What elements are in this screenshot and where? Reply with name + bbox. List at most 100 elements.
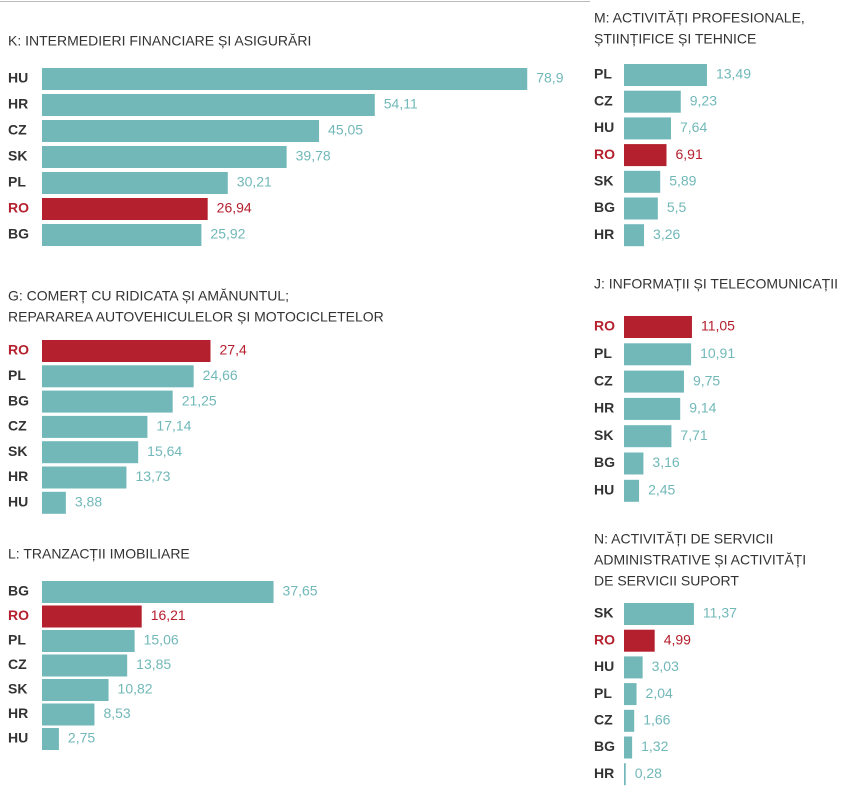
category-label: HU xyxy=(8,730,28,746)
value-label: 45,05 xyxy=(328,122,363,138)
value-label: 2,04 xyxy=(646,685,673,701)
category-label: HR xyxy=(594,400,614,416)
value-label: 21,25 xyxy=(182,392,217,408)
category-label: PL xyxy=(8,367,26,383)
value-label: 13,73 xyxy=(135,468,170,484)
bar xyxy=(624,736,633,759)
category-label: SK xyxy=(8,681,27,697)
category-label: CZ xyxy=(8,122,27,138)
bar xyxy=(624,144,667,167)
bar xyxy=(42,146,287,168)
value-label: 39,78 xyxy=(296,148,331,164)
value-label: 10,82 xyxy=(118,681,153,697)
category-label: HU xyxy=(594,119,614,135)
chart-title: G: COMERȚ CU RIDICATA ȘI AMĂNUNTUL; xyxy=(8,288,289,304)
bar xyxy=(624,170,661,193)
category-label: SK xyxy=(594,427,613,443)
category-label: BG xyxy=(8,392,29,408)
value-label: 4,99 xyxy=(664,631,691,647)
value-label: 11,37 xyxy=(703,605,737,621)
bar xyxy=(42,198,208,220)
category-label: RO xyxy=(8,342,29,358)
value-label: 78,9 xyxy=(536,70,563,86)
bar xyxy=(42,224,202,246)
category-label: PL xyxy=(8,632,26,648)
category-label: PL xyxy=(594,66,612,82)
bar xyxy=(624,629,655,652)
bar xyxy=(42,390,173,413)
category-label: SK xyxy=(8,148,27,164)
value-label: 26,94 xyxy=(217,200,252,216)
bar xyxy=(624,479,640,502)
value-label: 37,65 xyxy=(283,583,318,599)
chart-title: K: INTERMEDIERI FINANCIARE ȘI ASIGURĂRI xyxy=(8,33,311,49)
category-label: CZ xyxy=(8,418,27,434)
value-label: 10,91 xyxy=(700,345,735,361)
category-label: BG xyxy=(594,454,615,470)
value-label: 1,32 xyxy=(641,738,668,754)
bar xyxy=(624,370,684,393)
bar xyxy=(624,64,707,86)
bar xyxy=(624,316,692,338)
bar xyxy=(42,703,95,726)
category-label: PL xyxy=(8,174,26,190)
bar xyxy=(42,466,127,489)
value-label: 54,11 xyxy=(384,96,418,112)
value-label: 9,14 xyxy=(689,400,716,416)
bar xyxy=(624,452,644,475)
value-label: 2,75 xyxy=(68,730,95,746)
value-label: 24,66 xyxy=(203,367,238,383)
category-label: SK xyxy=(8,443,27,459)
bar xyxy=(42,441,139,464)
value-label: 11,05 xyxy=(701,318,735,334)
category-label: BG xyxy=(594,199,615,215)
bar xyxy=(624,343,692,366)
value-label: 3,26 xyxy=(653,226,680,242)
value-label: 9,23 xyxy=(690,92,717,108)
category-label: SK xyxy=(594,173,613,189)
category-label: CZ xyxy=(594,372,613,388)
category-label: SK xyxy=(594,605,613,621)
chart-title: ȘTIINȚIFICE ȘI TEHNICE xyxy=(594,31,756,47)
value-label: 0,28 xyxy=(635,765,662,781)
bar xyxy=(624,603,694,625)
chart-title: J: INFORMAȚII ȘI TELECOMUNICAȚII xyxy=(594,276,838,292)
value-label: 3,88 xyxy=(75,494,102,510)
bar xyxy=(624,656,643,679)
value-label: 5,5 xyxy=(667,199,687,215)
bar xyxy=(624,197,658,220)
category-label: HR xyxy=(8,96,28,112)
value-label: 30,21 xyxy=(237,174,272,190)
category-label: RO xyxy=(8,607,29,623)
value-label: 3,03 xyxy=(652,658,679,674)
bar xyxy=(624,425,672,448)
bar xyxy=(624,683,637,706)
category-label: RO xyxy=(594,318,615,334)
bar xyxy=(624,763,626,786)
value-label: 25,92 xyxy=(210,226,245,242)
bar xyxy=(42,415,148,438)
value-label: 27,4 xyxy=(220,342,247,358)
chart-title: M: ACTIVITĂȚI PROFESIONALE, xyxy=(594,10,805,26)
value-label: 15,64 xyxy=(147,443,182,459)
category-label: HU xyxy=(594,658,614,674)
bar xyxy=(42,630,135,652)
bar xyxy=(624,90,681,113)
category-label: RO xyxy=(594,631,615,647)
category-label: RO xyxy=(8,200,29,216)
bar xyxy=(42,491,66,514)
category-label: BG xyxy=(594,738,615,754)
bar xyxy=(624,117,671,140)
category-label: CZ xyxy=(594,712,613,728)
category-label: CZ xyxy=(594,92,613,108)
value-label: 7,71 xyxy=(680,427,707,443)
chart-title: L: TRANZACȚII IMOBILIARE xyxy=(8,546,190,562)
category-label: HR xyxy=(8,705,28,721)
bar xyxy=(42,94,375,116)
category-label: RO xyxy=(594,146,615,162)
chart-title: ADMINISTRATIVE ȘI ACTIVITĂȚI xyxy=(594,552,806,568)
bar xyxy=(42,120,320,142)
bar xyxy=(42,68,528,90)
category-label: HU xyxy=(8,494,28,510)
